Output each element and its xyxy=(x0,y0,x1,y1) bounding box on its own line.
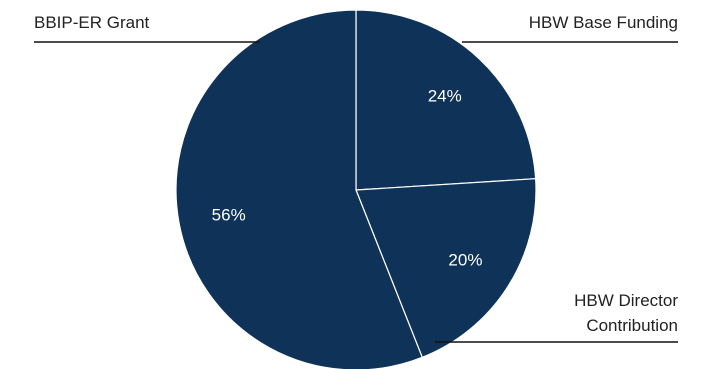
percent-label-hbw-director-contribution: 20% xyxy=(448,250,482,269)
percent-label-bbip-er-grant: 56% xyxy=(212,205,246,224)
percent-label-hbw-base-funding: 24% xyxy=(428,87,462,106)
slice-hbw-base-funding xyxy=(355,9,537,191)
leader-lines xyxy=(34,41,678,343)
category-label-hbw-base-funding: HBW Base Funding xyxy=(529,13,678,32)
category-label-hbw-director-contribution: HBW Director Contribution xyxy=(574,291,678,335)
slice-labels: 24% HBW Base Funding 20% HBW Director Contri… xyxy=(34,13,678,335)
slice-hbw-director-contribution xyxy=(355,178,537,359)
category-label-bbip-er-grant: BBIP-ER Grant xyxy=(34,13,150,32)
pie-slices xyxy=(175,9,537,369)
